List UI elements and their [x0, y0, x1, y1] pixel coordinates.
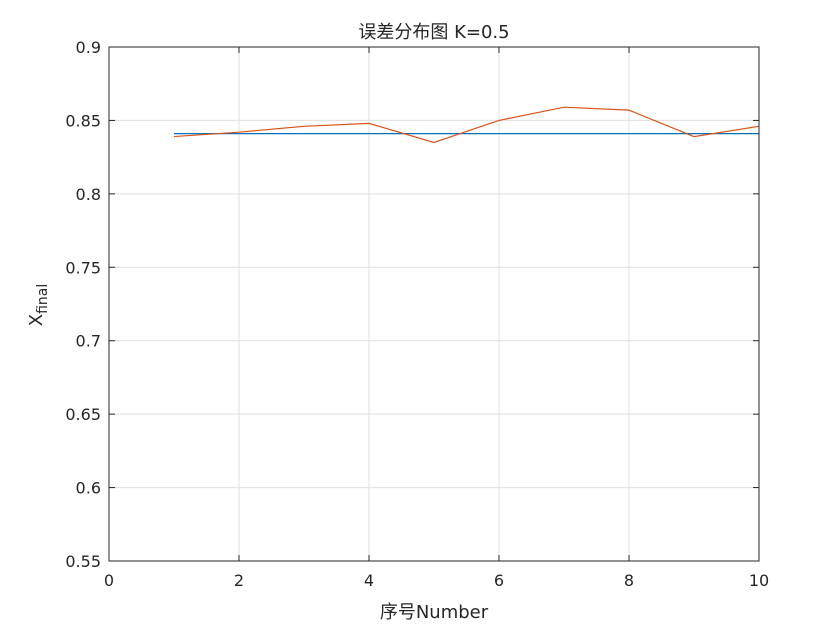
y-axis-label-base: X: [26, 314, 47, 326]
plot-background: [109, 47, 759, 561]
x-tick-label: 6: [494, 571, 504, 590]
y-tick-label: 0.65: [65, 405, 101, 424]
y-axis-label: Xfinal: [26, 284, 51, 327]
plot-frame: [108, 46, 760, 562]
y-tick-label: 0.85: [65, 111, 101, 130]
y-tick-label: 0.75: [65, 258, 101, 277]
y-tick-labels: 0.55 0.6 0.65 0.7 0.75 0.8 0.85 0.9: [65, 38, 101, 571]
x-tick-label: 4: [364, 571, 374, 590]
y-tick-label: 0.55: [65, 552, 101, 571]
y-axis-label-sub: final: [35, 284, 51, 314]
x-tick-label: 8: [624, 571, 634, 590]
series-group: [173, 106, 760, 144]
x-tick-label: 0: [104, 571, 114, 590]
y-tick-label: 0.8: [76, 185, 101, 204]
x-tick-labels: 0 2 4 6 8 10: [104, 571, 769, 590]
x-axis-label: 序号Number: [380, 602, 489, 623]
y-tick-label: 0.6: [76, 479, 101, 498]
y-tick-label: 0.7: [76, 332, 101, 351]
chart-title: 误差分布图 K=0.5: [358, 22, 509, 43]
y-tick-label: 0.9: [76, 38, 101, 57]
x-tick-label: 2: [234, 571, 244, 590]
x-tick-label: 10: [749, 571, 769, 590]
ticks: [108, 46, 760, 562]
series-line-2: [173, 106, 760, 144]
